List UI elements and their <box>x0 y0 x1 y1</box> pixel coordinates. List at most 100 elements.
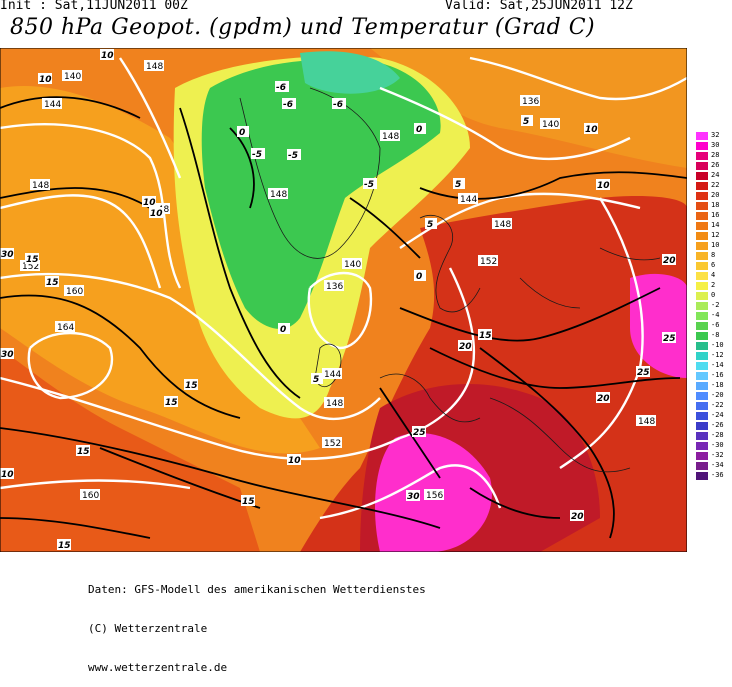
legend-row: 24 <box>696 171 732 180</box>
legend-label: 16 <box>711 211 720 219</box>
svg-text:20: 20 <box>597 394 610 404</box>
legend-swatch <box>696 362 708 370</box>
legend-swatch <box>696 262 708 270</box>
svg-text:-6: -6 <box>283 100 293 110</box>
isotherm-label: 10 <box>596 179 610 191</box>
legend-row: -14 <box>696 361 732 370</box>
svg-text:5: 5 <box>313 375 319 385</box>
legend-swatch <box>696 292 708 300</box>
legend-swatch <box>696 252 708 260</box>
legend-label: -2 <box>711 301 720 309</box>
svg-text:-5: -5 <box>288 151 298 161</box>
isotherm-label: 30 <box>406 490 420 502</box>
legend-row: 28 <box>696 151 732 160</box>
svg-text:0: 0 <box>280 325 286 335</box>
isotherm-label: 10 <box>584 123 598 135</box>
svg-text:30: 30 <box>1 250 14 260</box>
legend-label: 8 <box>711 251 716 259</box>
svg-text:136: 136 <box>522 97 539 107</box>
hot-spot-east <box>630 273 687 378</box>
credits: Daten: GFS-Modell des amerikanischen Wet… <box>88 557 426 687</box>
svg-text:140: 140 <box>64 72 81 82</box>
svg-text:152: 152 <box>480 257 497 267</box>
legend-swatch <box>696 332 708 340</box>
svg-text:5: 5 <box>455 180 461 190</box>
svg-text:160: 160 <box>66 287 83 297</box>
temp-zone-minus5 <box>201 59 441 329</box>
legend-row: -28 <box>696 431 732 440</box>
legend-row: -30 <box>696 441 732 450</box>
svg-text:15: 15 <box>58 541 71 551</box>
contour-label: 148 <box>380 130 400 142</box>
credits-line-data: Daten: GFS-Modell des amerikanischen Wet… <box>88 583 426 596</box>
legend-label: 4 <box>711 271 716 279</box>
svg-text:156: 156 <box>426 491 443 501</box>
svg-text:20: 20 <box>459 342 472 352</box>
legend-label: -26 <box>711 421 724 429</box>
svg-text:148: 148 <box>146 62 163 72</box>
temp-zone-north <box>370 48 687 168</box>
legend-swatch <box>696 302 708 310</box>
svg-text:160: 160 <box>82 491 99 501</box>
contour-label: 148 <box>636 415 656 427</box>
isotherm-label: 25 <box>662 332 676 344</box>
geopotential-labels: 140 148 144 148 148 148 136 140 148 144 … <box>20 60 656 501</box>
isotherm-label: -5 <box>251 148 265 160</box>
svg-text:15: 15 <box>26 255 39 265</box>
legend-label: -16 <box>711 371 724 379</box>
isotherm-label: 10 <box>149 207 163 219</box>
isotherm-label: 5 <box>453 178 465 190</box>
legend-label: 18 <box>711 201 720 209</box>
contour-label: 144 <box>42 98 62 110</box>
legend-swatch <box>696 242 708 250</box>
legend-swatch <box>696 382 708 390</box>
svg-text:5: 5 <box>523 117 529 127</box>
legend-row: -26 <box>696 421 732 430</box>
legend-swatch <box>696 212 708 220</box>
isotherm-label: -5 <box>363 178 377 190</box>
legend-row: 6 <box>696 261 732 270</box>
svg-text:0: 0 <box>416 272 422 282</box>
svg-text:140: 140 <box>344 260 361 270</box>
legend-row: 16 <box>696 211 732 220</box>
legend-label: 12 <box>711 231 720 239</box>
svg-text:148: 148 <box>494 220 511 230</box>
svg-text:15: 15 <box>77 447 90 457</box>
svg-text:148: 148 <box>326 399 343 409</box>
legend-row: -4 <box>696 311 732 320</box>
svg-text:30: 30 <box>1 350 14 360</box>
temperature-legend: 32 30 28 26 24 22 20 18 16 14 12 10 8 6 4 2 0 -2 -4 -6 -8 -10… <box>696 131 732 484</box>
legend-label: -34 <box>711 461 724 469</box>
isotherm-label: 25 <box>636 366 650 378</box>
svg-text:148: 148 <box>32 181 49 191</box>
svg-text:20: 20 <box>571 512 584 522</box>
svg-text:25: 25 <box>663 334 676 344</box>
isotherm-label: -6 <box>275 81 289 93</box>
legend-row: 8 <box>696 251 732 260</box>
isotherm-label: 0 <box>237 126 249 138</box>
legend-label: -6 <box>711 321 720 329</box>
legend-swatch <box>696 442 708 450</box>
isotherm-label: -6 <box>332 98 346 110</box>
legend-swatch <box>696 232 708 240</box>
legend-row: 14 <box>696 221 732 230</box>
legend-row: 2 <box>696 281 732 290</box>
legend-swatch <box>696 202 708 210</box>
legend-label: 28 <box>711 151 720 159</box>
isotherm-label: 10 <box>100 49 114 61</box>
isotherm-label: 0 <box>414 123 426 135</box>
legend-swatch <box>696 132 708 140</box>
contour-label: 140 <box>342 258 362 270</box>
svg-text:10: 10 <box>143 198 156 208</box>
legend-swatch <box>696 402 708 410</box>
legend-row: 0 <box>696 291 732 300</box>
legend-label: -24 <box>711 411 724 419</box>
svg-text:144: 144 <box>324 370 341 380</box>
legend-row: -34 <box>696 461 732 470</box>
svg-text:148: 148 <box>638 417 655 427</box>
svg-text:5: 5 <box>427 220 433 230</box>
legend-row: -12 <box>696 351 732 360</box>
isotherm-label: 5 <box>425 218 437 230</box>
isotherm-label: 15 <box>184 379 198 391</box>
isotherm-label: 0 <box>414 270 426 282</box>
